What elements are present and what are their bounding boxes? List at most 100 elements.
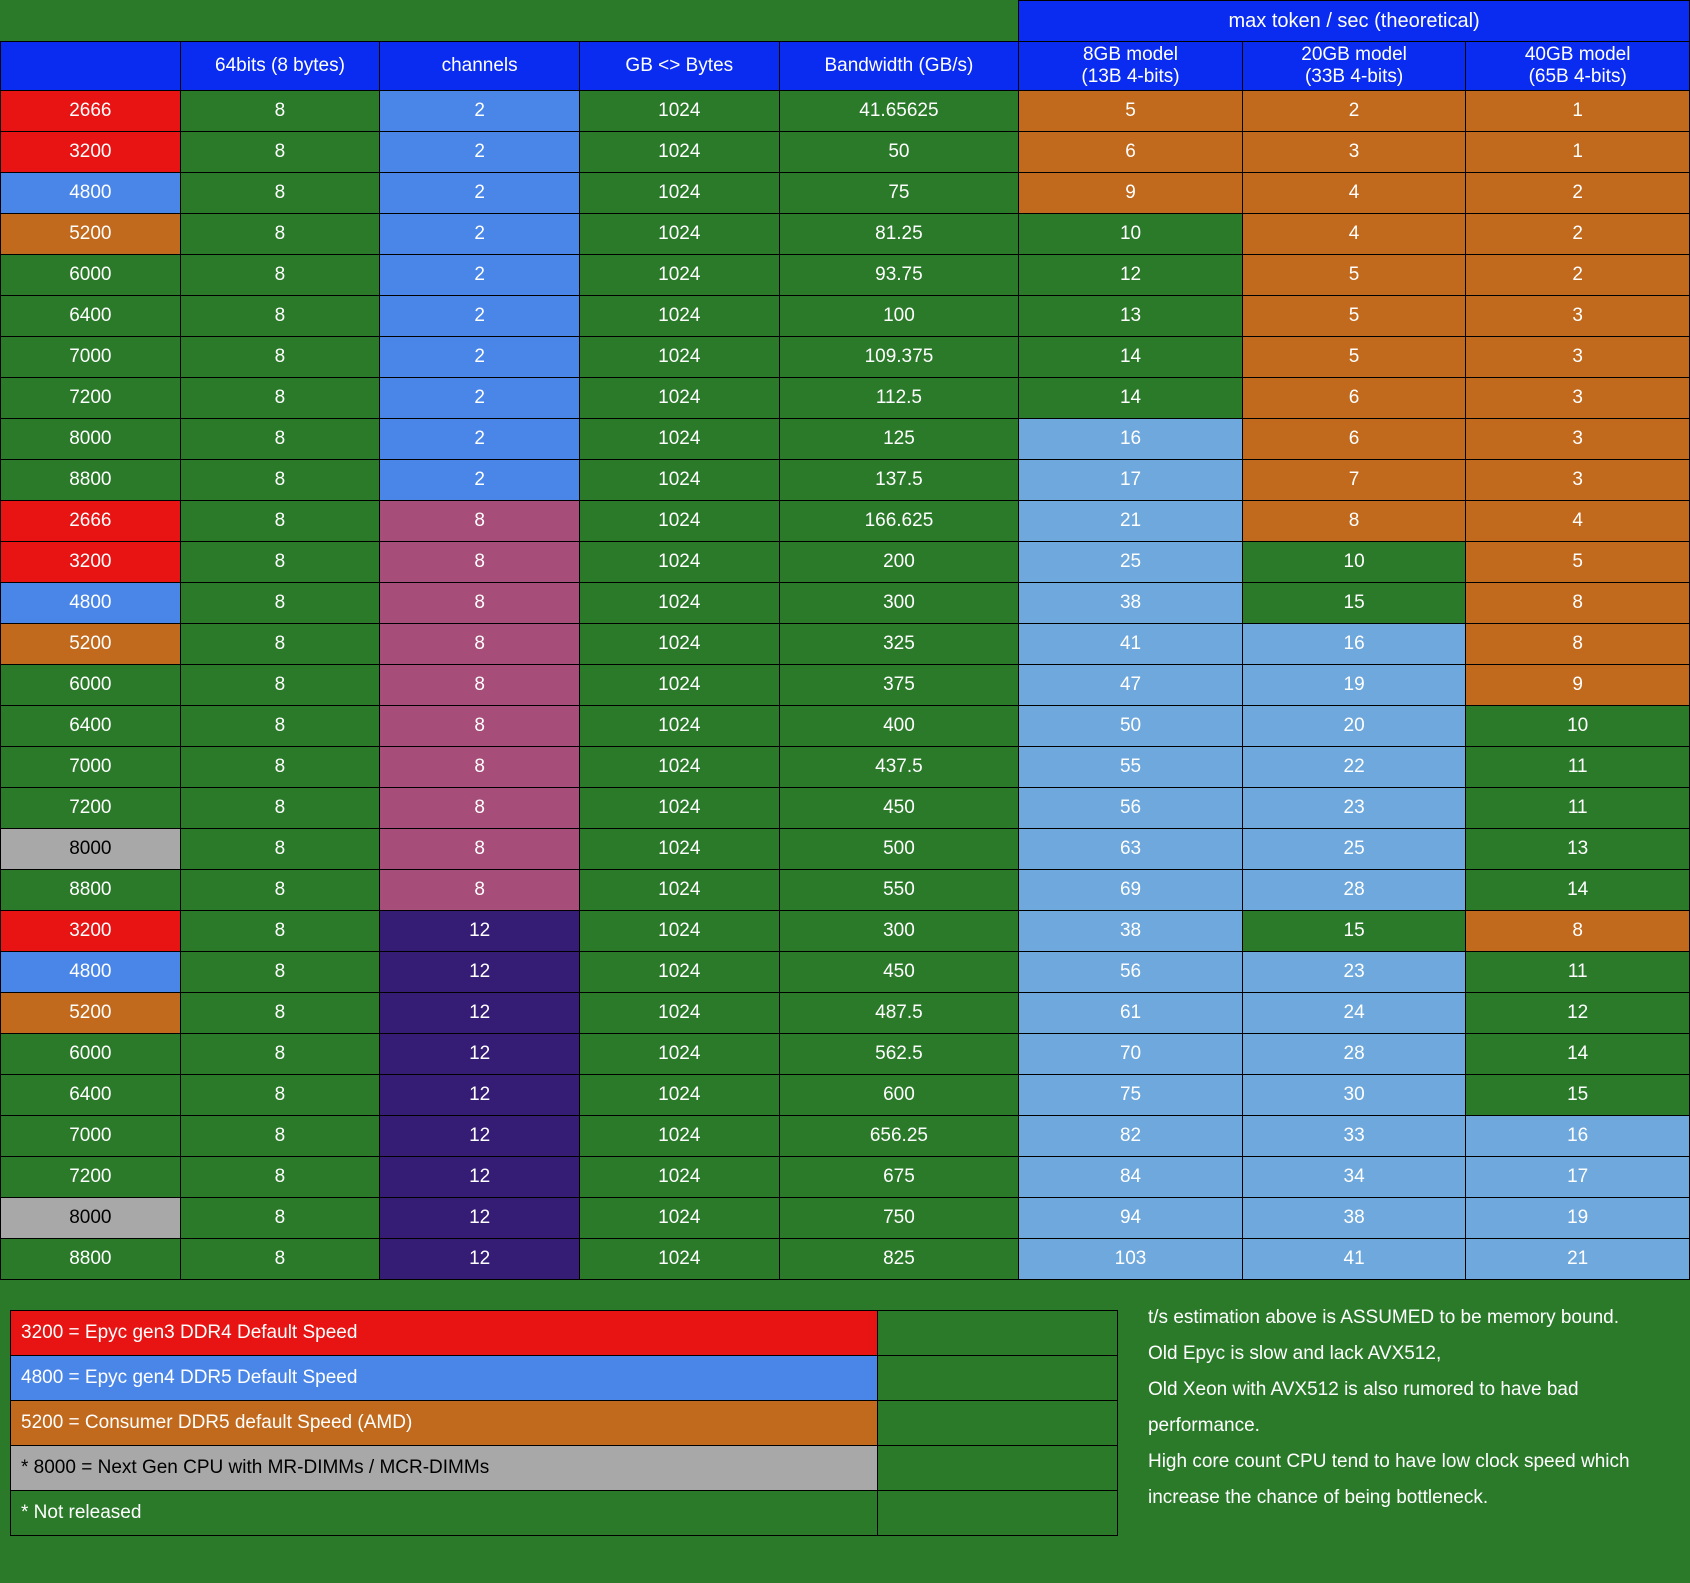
table-row: 60008121024562.5702814 <box>1 1034 1690 1075</box>
cell-40gb: 14 <box>1466 870 1690 911</box>
cell-bits: 8 <box>180 911 380 952</box>
cell-8gb: 82 <box>1019 1116 1243 1157</box>
cell-channels: 8 <box>380 788 580 829</box>
cell-8gb: 25 <box>1019 542 1243 583</box>
cell-8gb: 5 <box>1019 91 1243 132</box>
cell-bits: 8 <box>180 91 380 132</box>
legend-item: 3200 = Epyc gen3 DDR4 Default Speed <box>11 1311 878 1356</box>
cell-8gb: 38 <box>1019 583 1243 624</box>
cell-bits: 8 <box>180 747 380 788</box>
cell-channels: 12 <box>380 1239 580 1280</box>
cell-channels: 12 <box>380 1116 580 1157</box>
cell-gb-bytes: 1024 <box>579 993 779 1034</box>
cell-8gb: 94 <box>1019 1198 1243 1239</box>
cell-8gb: 61 <box>1019 993 1243 1034</box>
cell-channels: 2 <box>380 460 580 501</box>
cell-speed: 7200 <box>1 788 181 829</box>
cell-bandwidth: 600 <box>779 1075 1019 1116</box>
cell-gb-bytes: 1024 <box>579 501 779 542</box>
cell-speed: 4800 <box>1 173 181 214</box>
table-row: 7000821024109.3751453 <box>1 337 1690 378</box>
cell-40gb: 9 <box>1466 665 1690 706</box>
col-8gb: 8GB model(13B 4-bits) <box>1019 42 1243 91</box>
cell-channels: 12 <box>380 1034 580 1075</box>
note-line: Old Xeon with AVX512 is also rumored to … <box>1148 1372 1690 1444</box>
cell-bandwidth: 41.65625 <box>779 91 1019 132</box>
cell-gb-bytes: 1024 <box>579 706 779 747</box>
cell-bits: 8 <box>180 378 380 419</box>
cell-40gb: 4 <box>1466 501 1690 542</box>
cell-channels: 2 <box>380 173 580 214</box>
cell-bits: 8 <box>180 952 380 993</box>
cell-bandwidth: 93.75 <box>779 255 1019 296</box>
cell-20gb: 2 <box>1242 91 1466 132</box>
cell-40gb: 2 <box>1466 255 1690 296</box>
cell-channels: 8 <box>380 829 580 870</box>
cell-bits: 8 <box>180 1075 380 1116</box>
cell-gb-bytes: 1024 <box>579 788 779 829</box>
table-row: 8800821024137.51773 <box>1 460 1690 501</box>
cell-speed: 4800 <box>1 952 181 993</box>
cell-40gb: 11 <box>1466 952 1690 993</box>
notes: t/s estimation above is ASSUMED to be me… <box>1118 1280 1690 1517</box>
cell-channels: 12 <box>380 952 580 993</box>
cell-8gb: 21 <box>1019 501 1243 542</box>
col-40gb: 40GB model(65B 4-bits) <box>1466 42 1690 91</box>
cell-20gb: 23 <box>1242 952 1466 993</box>
cell-20gb: 5 <box>1242 296 1466 337</box>
cell-20gb: 10 <box>1242 542 1466 583</box>
cell-bits: 8 <box>180 337 380 378</box>
cell-bits: 8 <box>180 665 380 706</box>
cell-bits: 8 <box>180 255 380 296</box>
cell-bits: 8 <box>180 132 380 173</box>
table-row: 64008210241001353 <box>1 296 1690 337</box>
cell-gb-bytes: 1024 <box>579 173 779 214</box>
cell-bandwidth: 50 <box>779 132 1019 173</box>
table-row: 80008210241251663 <box>1 419 1690 460</box>
header-group: max token / sec (theoretical) <box>1019 1 1690 42</box>
cell-40gb: 11 <box>1466 747 1690 788</box>
cell-speed: 6000 <box>1 1034 181 1075</box>
cell-8gb: 55 <box>1019 747 1243 788</box>
cell-speed: 8000 <box>1 419 181 460</box>
cell-channels: 2 <box>380 296 580 337</box>
table-row: 480082102475942 <box>1 173 1690 214</box>
cell-8gb: 12 <box>1019 255 1243 296</box>
cell-20gb: 30 <box>1242 1075 1466 1116</box>
cell-20gb: 3 <box>1242 132 1466 173</box>
cell-20gb: 41 <box>1242 1239 1466 1280</box>
cell-20gb: 38 <box>1242 1198 1466 1239</box>
legend-item: * Not released <box>11 1491 878 1536</box>
cell-gb-bytes: 1024 <box>579 665 779 706</box>
cell-speed: 6400 <box>1 1075 181 1116</box>
cell-40gb: 8 <box>1466 583 1690 624</box>
blank-header <box>1 1 1019 42</box>
table-row: 3200812102430038158 <box>1 911 1690 952</box>
table-row: 2666881024166.6252184 <box>1 501 1690 542</box>
cell-bandwidth: 109.375 <box>779 337 1019 378</box>
cell-bandwidth: 450 <box>779 788 1019 829</box>
legend-blank <box>877 1356 1117 1401</box>
cell-bandwidth: 500 <box>779 829 1019 870</box>
cell-8gb: 38 <box>1019 911 1243 952</box>
col-bits: 64bits (8 bytes) <box>180 42 380 91</box>
table-row: 7200881024450562311 <box>1 788 1690 829</box>
cell-bandwidth: 562.5 <box>779 1034 1019 1075</box>
cell-8gb: 84 <box>1019 1157 1243 1198</box>
table-row: 52008121024487.5612412 <box>1 993 1690 1034</box>
cell-8gb: 56 <box>1019 952 1243 993</box>
cell-40gb: 2 <box>1466 173 1690 214</box>
cell-speed: 7000 <box>1 1116 181 1157</box>
col-bandwidth: Bandwidth (GB/s) <box>779 42 1019 91</box>
cell-bits: 8 <box>180 460 380 501</box>
cell-bits: 8 <box>180 214 380 255</box>
cell-bandwidth: 550 <box>779 870 1019 911</box>
cell-channels: 2 <box>380 337 580 378</box>
cell-gb-bytes: 1024 <box>579 542 779 583</box>
cell-speed: 8000 <box>1 1198 181 1239</box>
cell-channels: 2 <box>380 214 580 255</box>
cell-gb-bytes: 1024 <box>579 214 779 255</box>
cell-20gb: 7 <box>1242 460 1466 501</box>
cell-20gb: 6 <box>1242 419 1466 460</box>
cell-speed: 7200 <box>1 378 181 419</box>
